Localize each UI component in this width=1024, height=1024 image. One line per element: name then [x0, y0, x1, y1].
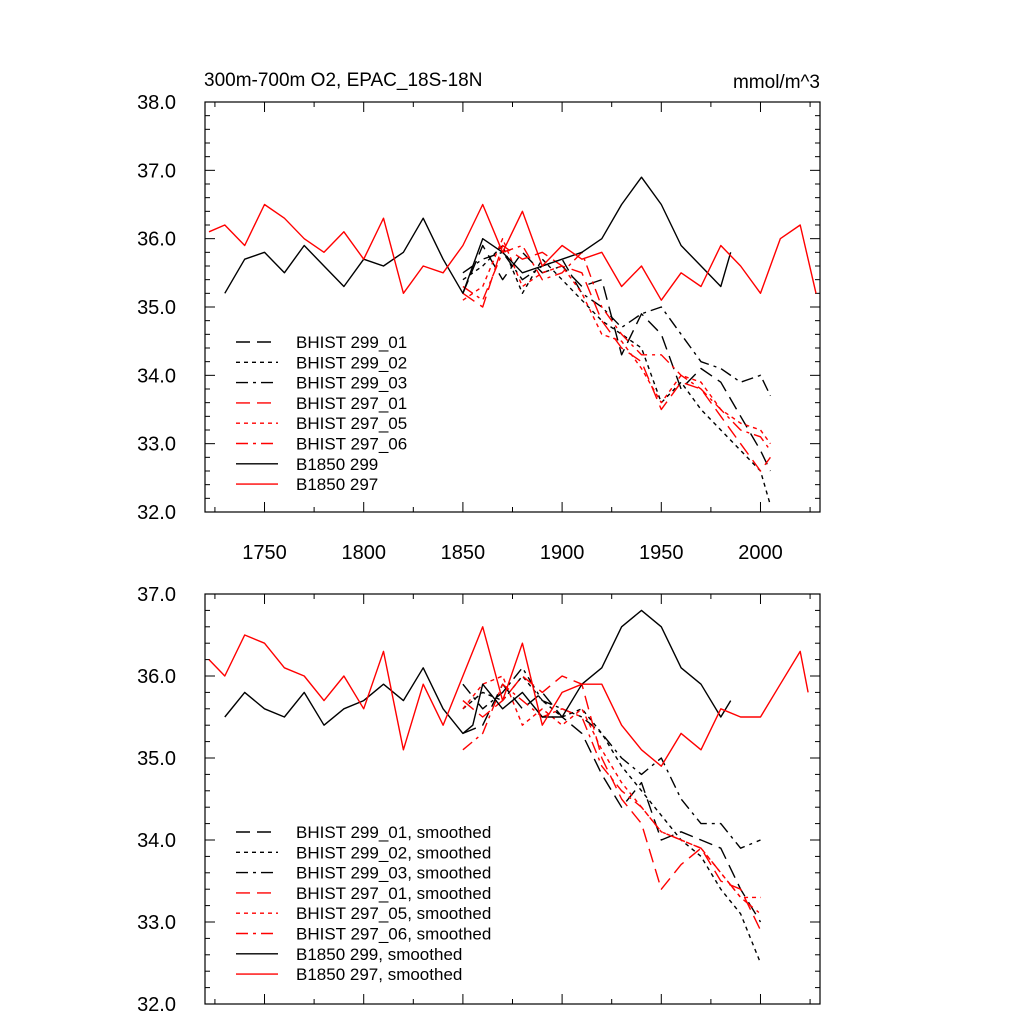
y-tick-label: 32.0 [137, 502, 176, 524]
chart-title: 300m-700m O2, EPAC_18S-18N [204, 70, 482, 91]
top-panel: 300m-700m O2, EPAC_18S-18N mmol/m^3 1750… [137, 70, 821, 564]
legend-label: BHIST 299_03 [296, 374, 407, 393]
legend-label: B1850 299, smoothed [296, 945, 462, 964]
series-line [462, 237, 771, 445]
y-tick-label: 36.0 [137, 666, 176, 688]
series-line [462, 667, 761, 849]
y-tick-label: 37.0 [137, 160, 176, 182]
y-tick-label: 36.0 [137, 229, 176, 251]
legend-label: BHIST 299_01 [296, 333, 407, 352]
y-tick-label: 38.0 [137, 92, 176, 114]
series-line [224, 176, 732, 294]
legend-label: BHIST 297_01, smoothed [296, 884, 491, 903]
series-line [462, 675, 762, 931]
legend-label: B1850 299 [296, 455, 378, 474]
y-tick-label: 37.0 [137, 584, 176, 606]
units-label: mmol/m^3 [733, 72, 820, 93]
legend-label: B1850 297, smoothed [296, 965, 462, 984]
legend-label: BHIST 299_02 [296, 353, 407, 372]
legend-label: B1850 297 [296, 475, 378, 494]
y-tick-label: 35.0 [137, 748, 176, 770]
series-line [462, 251, 772, 397]
series-line [462, 675, 762, 964]
y-tick-label: 33.0 [137, 434, 176, 456]
series-line [462, 244, 771, 472]
series-line [462, 683, 761, 915]
series-line [462, 244, 772, 506]
y-tick-label: 33.0 [137, 912, 176, 934]
x-tick-label: 2000 [738, 542, 783, 564]
series-line [462, 683, 762, 923]
x-tick-label: 1750 [242, 542, 287, 564]
legend-label: BHIST 297_06 [296, 435, 407, 454]
y-tick-label: 35.0 [137, 297, 176, 319]
y-tick-label: 34.0 [137, 830, 176, 852]
y-tick-label: 34.0 [137, 365, 176, 387]
series-line [208, 626, 809, 767]
y-tick-label: 32.0 [137, 994, 176, 1016]
legend-label: BHIST 297_06, smoothed [296, 925, 491, 944]
bottom-panel: 32.0 33.0 34.0 35.0 36.0 37.0 BHIST 299_01, s… [137, 584, 821, 1016]
x-tick-label: 1900 [540, 542, 585, 564]
legend-label: BHIST 299_02, smoothed [296, 843, 491, 862]
series-line [224, 609, 732, 735]
legend-label: BHIST 297_01 [296, 394, 407, 413]
series-line [208, 203, 817, 301]
legend-label: BHIST 297_05 [296, 414, 407, 433]
series-line [462, 244, 772, 472]
x-tick-label: 1850 [441, 542, 486, 564]
series-line [462, 244, 771, 451]
legend-label: BHIST 297_05, smoothed [296, 904, 491, 923]
x-tick-label: 1950 [639, 542, 684, 564]
x-tick-label: 1800 [341, 542, 386, 564]
series-line [462, 675, 761, 899]
legend-label: BHIST 299_03, smoothed [296, 864, 491, 883]
legend-label: BHIST 299_01, smoothed [296, 823, 491, 842]
